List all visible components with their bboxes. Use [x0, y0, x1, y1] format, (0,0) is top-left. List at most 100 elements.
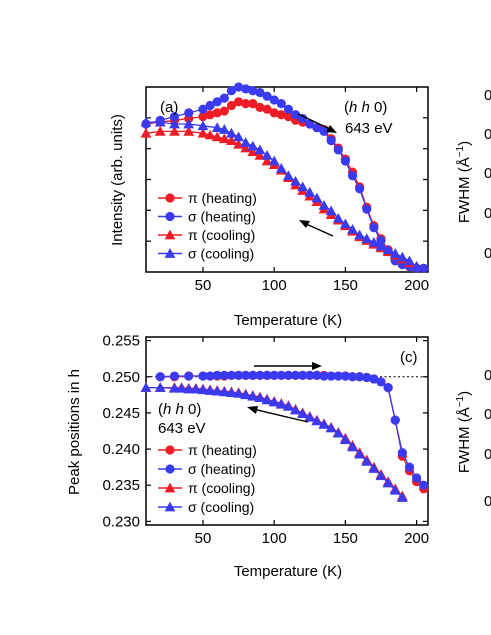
panel-a-legend-marker	[165, 211, 175, 222]
panel-a-data-point	[197, 127, 209, 138]
panel-c-data-point	[382, 477, 394, 488]
panel-c-xtick-label: 200	[404, 530, 429, 547]
panel-d-tick-stub: 0	[484, 446, 491, 463]
panel-a-data-point	[297, 181, 309, 192]
panel-c-data-point	[383, 383, 393, 393]
panel-c-data-point	[389, 484, 401, 495]
panel-a-data-point	[290, 110, 301, 120]
panel-c-data-point	[419, 480, 429, 490]
panel-c-data-point	[339, 434, 351, 444]
panel-c-frame	[145, 336, 429, 526]
panel-c-data-point	[219, 370, 229, 380]
panel-a-data-point	[290, 175, 301, 186]
panel-c-data-point	[412, 473, 422, 483]
panel-a-data-point	[154, 116, 166, 127]
panel-a-data-point	[248, 99, 258, 109]
panel-c-data-point	[241, 370, 251, 380]
panel-c-legend-label: π (cooling)	[188, 480, 255, 496]
panel-c-ytick-label: 0.240	[102, 441, 140, 458]
panel-a-legend-marker	[164, 229, 176, 240]
panel-d-tick-stub: 0	[484, 367, 491, 384]
panel-a-data-point	[205, 110, 215, 120]
panel-c-data-point	[369, 374, 379, 384]
panel-a-data-point	[396, 251, 408, 262]
panel-a-data-point	[255, 87, 265, 98]
panel-c-legend: π (heating) σ (heating) π (cooling) σ (cool…	[158, 442, 257, 515]
panel-a-data-point	[261, 155, 273, 166]
panel-c-legend-label: σ (heating)	[188, 461, 256, 477]
panel-a-data-point	[219, 93, 229, 103]
panel-a-data-point	[262, 104, 272, 114]
panel-b-tick-stub: 0	[484, 205, 491, 222]
panel-a-data-point	[140, 127, 152, 138]
panel-a-data-point	[154, 126, 166, 136]
panel-a-data-point	[233, 131, 244, 142]
right-panel-d-edge: FWHM (Å−1) 0 0 0 0	[455, 367, 491, 510]
panel-a-legend-label: π (heating)	[188, 190, 257, 206]
panel-a-data-point	[240, 137, 252, 147]
panel-c-data-point	[318, 419, 330, 429]
panel-a-data-point	[319, 126, 329, 136]
panel-c-data-point	[276, 370, 286, 380]
panel-a-legend-label: σ (heating)	[188, 209, 256, 225]
panel-c-data-point	[397, 448, 407, 458]
panel-c-annotation-line2: 643 eV	[158, 420, 206, 437]
panel-a-data-point	[332, 212, 344, 223]
panel-a-data-point	[248, 86, 258, 96]
panel-a-data-point	[355, 184, 365, 194]
panel-c-legend-marker	[164, 501, 176, 512]
panel-c-data-point	[205, 371, 215, 381]
panel-c-ytick-label: 0.230	[102, 513, 140, 530]
panel-a-data-point	[382, 244, 394, 255]
panel-a-data-point	[212, 97, 222, 107]
panel-a-data-point	[283, 170, 294, 181]
panel-c-legend-marker	[164, 482, 176, 493]
panel-c-data-point	[347, 441, 358, 452]
panel-b-tick-stub: 0	[484, 245, 491, 262]
panel-c-data-point	[311, 415, 323, 426]
panel-c-data-point	[226, 370, 237, 380]
panel-a-data-point	[276, 110, 286, 120]
panel-c-data-point	[176, 382, 188, 393]
panel-a-data-point	[376, 235, 386, 246]
panel-a-data-point	[205, 100, 215, 111]
panel-a-data-point	[140, 116, 152, 127]
panel-c-data-point	[233, 370, 244, 380]
panel-c-data-point	[169, 371, 180, 381]
panel-c-data-point	[140, 382, 152, 392]
panel-a-data-point	[241, 84, 251, 94]
panel-a-data-point	[305, 119, 315, 129]
panel-c-data-point	[305, 370, 315, 380]
panel-c-data-point	[354, 448, 366, 459]
panel-c-data-point	[190, 383, 202, 394]
panel-b-tick-stub: 0	[484, 126, 491, 143]
panel-c-data-point	[347, 372, 358, 382]
panel-a-xtick-label: 150	[333, 277, 358, 294]
panel-c-data-point	[297, 408, 309, 418]
panel-c-data-point	[169, 382, 180, 393]
panel-c-ytick-label: 0.255	[102, 333, 140, 350]
panel-a-data-point	[276, 99, 286, 109]
panel-c: 50 100 150 200 0.230 0.235 0.240 0.245 0.250 0.25…	[66, 333, 429, 580]
panel-c-data-point	[390, 415, 400, 425]
panel-a-data-point	[283, 112, 294, 122]
panel-c-legend-label: π (heating)	[188, 442, 257, 458]
panel-c-ytick-label: 0.245	[102, 405, 140, 422]
panel-c-data-point	[368, 463, 380, 473]
panel-a-data-point	[184, 108, 194, 118]
panel-a-data-point	[255, 102, 265, 112]
panel-c-data-point	[325, 422, 337, 433]
panel-c-data-point	[290, 370, 301, 380]
panel-c-series	[140, 370, 429, 502]
panel-c-data-point	[396, 492, 408, 502]
panel-a-ylabel: Intensity (arb. units)	[109, 114, 126, 246]
panel-c-legend-marker	[165, 464, 175, 474]
panel-a-data-point	[339, 218, 351, 229]
panel-a-data-point	[226, 100, 237, 111]
panel-a-data-point	[241, 99, 251, 109]
panel-c-data-point	[326, 371, 336, 381]
panel-c-data-point	[312, 370, 322, 380]
panel-a-data-point	[333, 145, 343, 155]
panel-c-data-point	[255, 370, 265, 380]
